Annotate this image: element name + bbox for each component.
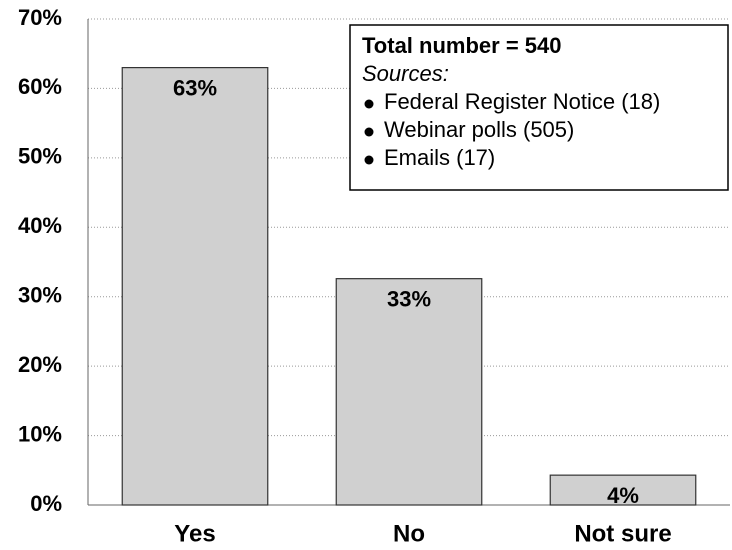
annotation-item: Federal Register Notice (18) [384,89,660,114]
value-label: 4% [607,483,639,508]
y-tick-label: 0% [30,491,62,516]
y-tick-label: 10% [18,421,62,446]
bar [121,66,269,506]
y-tick-label: 70% [18,5,62,30]
bar [335,278,483,506]
value-label: 63% [173,75,217,100]
bar [549,474,697,506]
y-tick-label: 60% [18,74,62,99]
bullet [364,155,374,165]
bullet [364,127,374,137]
y-tick-label: 20% [18,352,62,377]
x-tick-label: Yes [174,520,215,547]
y-tick-label: 30% [18,283,62,308]
annotation-subtitle: Sources: [362,61,449,86]
annotation-box [349,24,729,191]
annotation-title: Total number = 540 [362,33,561,58]
x-tick-label: Not sure [574,520,671,547]
bullet [364,99,374,109]
value-label: 33% [387,286,431,311]
x-tick-label: No [393,520,425,547]
y-tick-label: 50% [18,144,62,169]
y-tick-label: 40% [18,213,62,238]
annotation-item: Webinar polls (505) [384,117,574,142]
annotation-item: Emails (17) [384,145,495,170]
